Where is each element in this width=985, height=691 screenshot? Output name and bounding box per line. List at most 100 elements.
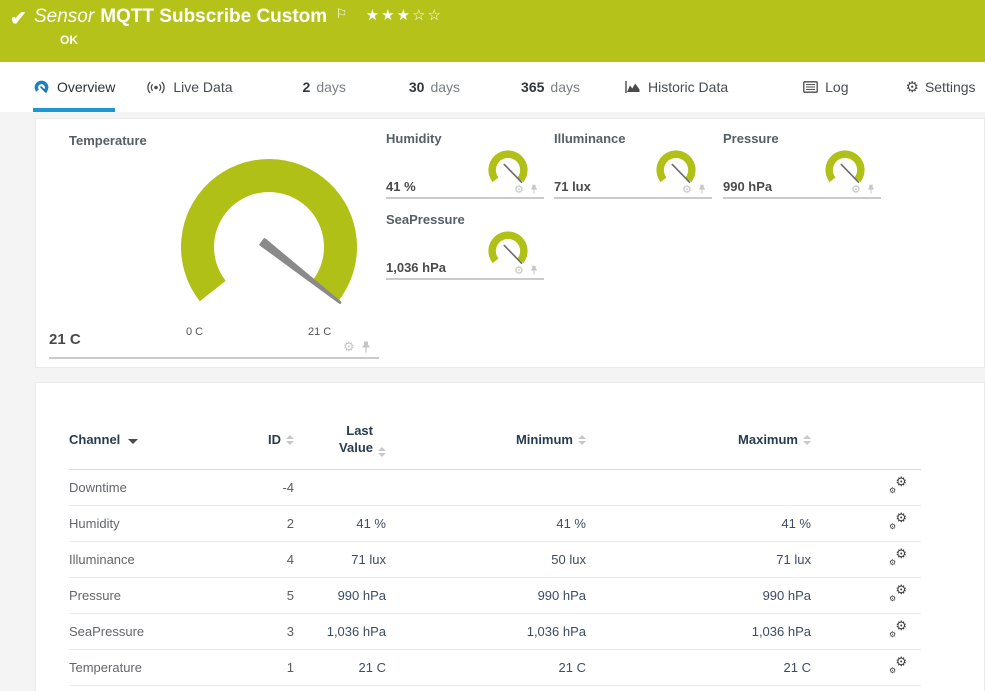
minimum-value: 41 % — [386, 505, 586, 542]
sensor-title: MQTT Subscribe Custom — [100, 6, 328, 27]
column-label: Channel — [69, 432, 121, 448]
illuminance-gauge — [656, 150, 696, 184]
gear-icon: ⚙ — [895, 654, 907, 669]
gear-icon: ⚙ — [889, 486, 897, 495]
tab-label: days — [316, 79, 346, 95]
column-header-channel[interactable]: Channel — [69, 411, 254, 470]
channel-name: SeaPressure — [69, 613, 254, 650]
flag-icon[interactable]: ⚐ — [335, 6, 348, 21]
column-header-id[interactable]: ID — [254, 411, 294, 470]
gear-icon[interactable]: ⚙ — [343, 339, 355, 354]
column-header-minimum[interactable]: Minimum — [386, 411, 586, 470]
gauge-title: Illuminance — [554, 131, 626, 146]
gauge-title-temperature: Temperature — [69, 133, 147, 148]
tab-live-data[interactable]: Live Data — [146, 62, 233, 112]
tab-settings[interactable]: ⚙ Settings — [905, 62, 975, 112]
channel-id: -4 — [254, 469, 294, 506]
table-row-temperature: Temperature 1 21 C 21 C 21 C ⚙ ⚙ — [69, 649, 921, 686]
channel-id: 1 — [254, 649, 294, 686]
tile-divider — [49, 357, 379, 359]
channels-panel: Channel ID Last Value Minimum Maximum — [35, 382, 985, 691]
gauge-tile-pressure: Pressure 990 hPa ⚙ — [723, 131, 881, 199]
tab-2-days[interactable]: 2 days — [303, 62, 346, 112]
gauges-panel: Temperature 0 C 21 C 21 C ⚙ Humidity 41 … — [35, 118, 985, 368]
gear-icon: ⚙ — [895, 474, 907, 489]
tab-label: days — [550, 79, 580, 95]
gauge-value: 990 hPa — [723, 179, 773, 194]
tile-actions: ⚙ — [682, 183, 706, 196]
minimum-value: 50 lux — [386, 541, 586, 578]
tab-number: 30 — [408, 79, 425, 95]
channel-name: Pressure — [69, 577, 254, 614]
sensor-title-line: Sensor MQTT Subscribe Custom ⚐ ★★★☆☆ — [34, 6, 443, 28]
ok-check-icon: ✔ — [10, 8, 27, 30]
gauge-title: Humidity — [386, 131, 442, 146]
tab-label: Settings — [924, 79, 976, 95]
column-header-maximum[interactable]: Maximum — [586, 411, 811, 470]
pin-icon[interactable] — [361, 341, 371, 354]
pin-icon[interactable] — [698, 184, 706, 195]
pin-icon[interactable] — [530, 265, 538, 276]
gear-icon: ⚙ — [889, 558, 897, 567]
gear-icon: ⚙ — [895, 510, 907, 525]
tab-365-days[interactable]: 365 days — [521, 62, 580, 112]
edit-channel-icon[interactable]: ⚙ ⚙ — [889, 618, 907, 639]
gauge-scale-min: 0 C — [186, 326, 204, 338]
gauge-tile-illuminance: Illuminance 71 lux ⚙ — [554, 131, 712, 199]
gear-icon[interactable]: ⚙ — [682, 184, 692, 196]
tile-divider — [554, 197, 712, 199]
edit-channel-icon[interactable]: ⚙ ⚙ — [889, 510, 907, 531]
gear-icon: ⚙ — [889, 522, 897, 531]
tab-30-days[interactable]: 30 days — [409, 62, 460, 112]
maximum-value: 21 C — [586, 649, 811, 686]
channels-table: Channel ID Last Value Minimum Maximum — [69, 411, 921, 686]
sort-toggle-icon — [803, 434, 811, 445]
maximum-value: 1,036 hPa — [586, 613, 811, 650]
sort-toggle-icon — [378, 446, 386, 457]
channel-name: Downtime — [69, 469, 254, 506]
area-chart-icon — [625, 80, 641, 94]
pin-icon[interactable] — [867, 184, 875, 195]
last-value: 990 hPa — [294, 577, 386, 614]
sort-toggle-icon — [578, 434, 586, 445]
tab-historic-data[interactable]: Historic Data — [625, 62, 728, 112]
maximum-value — [586, 469, 811, 506]
humidity-gauge — [488, 150, 528, 184]
tab-overview[interactable]: Overview — [33, 62, 116, 112]
edit-channel-icon[interactable]: ⚙ ⚙ — [889, 474, 907, 495]
gear-icon[interactable]: ⚙ — [514, 265, 524, 277]
tile-actions: ⚙ — [514, 183, 538, 196]
minimum-value: 1,036 hPa — [386, 613, 586, 650]
gear-icon: ⚙ — [895, 582, 907, 597]
gear-icon: ⚙ — [889, 666, 897, 675]
table-row-pressure: Pressure 5 990 hPa 990 hPa 990 hPa ⚙ ⚙ — [69, 577, 921, 614]
priority-stars[interactable]: ★★★☆☆ — [365, 7, 443, 24]
broadcast-icon — [146, 80, 166, 95]
edit-channel-icon[interactable]: ⚙ ⚙ — [889, 546, 907, 567]
tab-number: 365 — [521, 79, 545, 95]
column-header-actions — [811, 411, 921, 470]
maximum-value: 990 hPa — [586, 577, 811, 614]
gear-icon[interactable]: ⚙ — [851, 184, 861, 196]
tab-log[interactable]: Log — [803, 62, 848, 112]
tab-bar: Overview Live Data 2 days 30 days 365 da… — [0, 62, 985, 112]
sort-descending-icon — [128, 439, 139, 445]
settings-gear-icon: ⚙ — [905, 79, 919, 96]
channel-name: Temperature — [69, 649, 254, 686]
edit-channel-icon[interactable]: ⚙ ⚙ — [889, 582, 907, 603]
sensor-header: ✔ Sensor MQTT Subscribe Custom ⚐ ★★★☆☆ OK — [0, 0, 985, 62]
pin-icon[interactable] — [530, 184, 538, 195]
tab-label: Log — [825, 79, 849, 95]
tab-label: Live Data — [173, 79, 233, 95]
edit-channel-icon[interactable]: ⚙ ⚙ — [889, 654, 907, 675]
gauge-value: 71 lux — [554, 179, 591, 194]
column-header-last-value[interactable]: Last Value — [294, 411, 386, 470]
gear-icon[interactable]: ⚙ — [514, 184, 524, 196]
tab-number: 2 — [302, 79, 311, 95]
pressure-gauge — [825, 150, 865, 184]
tile-actions: ⚙ — [851, 183, 875, 196]
gear-icon: ⚙ — [889, 594, 897, 603]
channel-id: 2 — [254, 505, 294, 542]
temperature-value: 21 C — [49, 331, 81, 348]
tab-label: Historic Data — [647, 79, 729, 95]
